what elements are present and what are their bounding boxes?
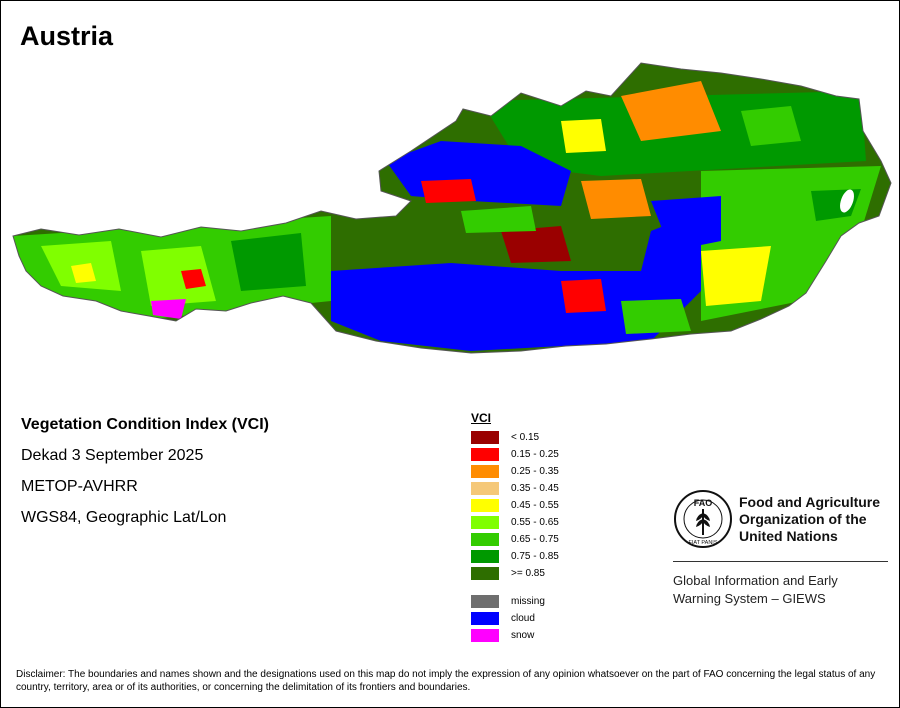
index-name: Vegetation Condition Index (VCI) bbox=[21, 416, 269, 433]
legend-swatch bbox=[471, 448, 499, 461]
legend-label: 0.35 - 0.45 bbox=[511, 483, 559, 494]
legend-row: 0.35 - 0.45 bbox=[471, 480, 559, 497]
legend-swatch bbox=[471, 516, 499, 529]
fao-emblem-icon: FAO FIAT PANIS bbox=[674, 490, 732, 548]
legend-label: 0.25 - 0.35 bbox=[511, 466, 559, 477]
giews-name: Global Information and Early Warning Sys… bbox=[673, 573, 838, 606]
legend-label: 0.75 - 0.85 bbox=[511, 551, 559, 562]
legend-row: 0.15 - 0.25 bbox=[471, 446, 559, 463]
legend-row: < 0.15 bbox=[471, 429, 539, 446]
legend-swatch bbox=[471, 533, 499, 546]
disclaimer: Disclaimer: The boundaries and names sho… bbox=[16, 669, 876, 693]
legend-label: < 0.15 bbox=[511, 432, 540, 443]
legend-row: cloud bbox=[471, 610, 535, 627]
legend-row: 0.45 - 0.55 bbox=[471, 497, 559, 514]
map-title: Austria bbox=[20, 21, 114, 51]
legend-swatch bbox=[471, 431, 499, 444]
legend-extra: missing cloud snow bbox=[471, 593, 545, 644]
legend-label: cloud bbox=[511, 613, 535, 624]
legend-label: 0.55 - 0.65 bbox=[511, 517, 559, 528]
legend-label: >= 0.85 bbox=[511, 568, 545, 579]
legend-label: missing bbox=[511, 596, 545, 607]
emblem-letters: FAO bbox=[694, 498, 713, 508]
legend-swatch bbox=[471, 612, 499, 625]
map-info: Vegetation Condition Index (VCI) Dekad 3… bbox=[21, 414, 269, 538]
legend-label: 0.15 - 0.25 bbox=[511, 449, 559, 460]
sensor-label: METOP-AVHRR bbox=[21, 478, 138, 495]
emblem-motto: FIAT PANIS bbox=[688, 540, 717, 546]
legend-row: 0.75 - 0.85 bbox=[471, 548, 559, 565]
legend-items: < 0.15 0.15 - 0.25 0.25 - 0.35 0.35 - 0.45 0… bbox=[471, 429, 559, 582]
legend-label: 0.65 - 0.75 bbox=[511, 534, 559, 545]
legend-swatch bbox=[471, 482, 499, 495]
legend-swatch bbox=[471, 629, 499, 642]
fao-name: Food and Agriculture Organization of the… bbox=[739, 494, 881, 544]
vci-map bbox=[12, 62, 892, 354]
legend-row: 0.65 - 0.75 bbox=[471, 531, 559, 548]
legend-swatch bbox=[471, 595, 499, 608]
legend-row: 0.55 - 0.65 bbox=[471, 514, 559, 531]
projection-label: WGS84, Geographic Lat/Lon bbox=[21, 509, 227, 526]
legend-row: snow bbox=[471, 627, 534, 644]
legend-swatch bbox=[471, 567, 499, 580]
legend-row: >= 0.85 bbox=[471, 565, 545, 582]
legend-label: 0.45 - 0.55 bbox=[511, 500, 559, 511]
legend-row: 0.25 - 0.35 bbox=[471, 463, 559, 480]
legend-swatch bbox=[471, 465, 499, 478]
legend-swatch bbox=[471, 550, 499, 563]
legend-label: snow bbox=[511, 630, 535, 641]
legend-title: VCI bbox=[471, 411, 492, 425]
legend-swatch bbox=[471, 499, 499, 512]
fao-divider bbox=[673, 561, 888, 562]
date-label: Dekad 3 September 2025 bbox=[21, 447, 204, 464]
legend: VCI < 0.15 0.15 - 0.25 0.25 - 0.35 0.35 - 0… bbox=[471, 411, 559, 644]
legend-row: missing bbox=[471, 593, 545, 610]
